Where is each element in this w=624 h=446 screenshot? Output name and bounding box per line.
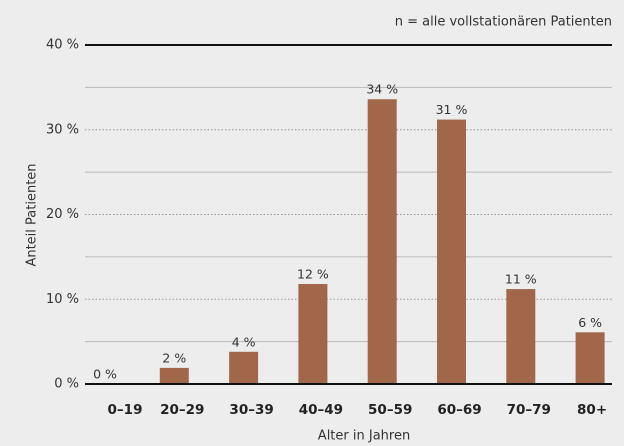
data-label: 34 % — [366, 82, 398, 97]
data-label: 4 % — [232, 334, 256, 349]
y-axis-label: Anteil Patienten — [25, 163, 40, 266]
annotation: n = alle vollstationären Patienten — [395, 15, 612, 30]
x-axis-label: Alter in Jahren — [318, 429, 410, 444]
x-tick-label: 60–69 — [437, 402, 481, 418]
data-label: 11 % — [505, 272, 537, 287]
y-tick-label: 20 % — [46, 207, 79, 222]
bar — [298, 283, 328, 384]
y-tick-label: 30 % — [46, 122, 79, 137]
x-tick-label: 30–39 — [229, 402, 273, 418]
x-tick-label: 40–49 — [299, 402, 343, 418]
bar — [575, 332, 605, 384]
y-tick-label: 0 % — [54, 377, 79, 392]
data-label: 6 % — [578, 315, 602, 330]
bar — [159, 367, 189, 384]
bar — [506, 289, 536, 384]
y-tick-label: 10 % — [46, 292, 79, 307]
x-tick-label: 20–29 — [160, 402, 204, 418]
x-tick-label: 70–79 — [507, 402, 551, 418]
y-tick-label: 40 % — [46, 38, 79, 53]
data-label: 2 % — [162, 350, 186, 365]
x-tick-label: 50–59 — [368, 402, 412, 418]
bar — [229, 351, 259, 384]
x-tick-label: 80+ — [577, 402, 607, 418]
data-label: 31 % — [436, 102, 468, 117]
data-label: 12 % — [297, 266, 329, 281]
data-label: 0 % — [93, 367, 117, 382]
bar — [437, 119, 466, 384]
bar — [367, 99, 397, 385]
x-tick-label: 0–19 — [108, 402, 143, 418]
